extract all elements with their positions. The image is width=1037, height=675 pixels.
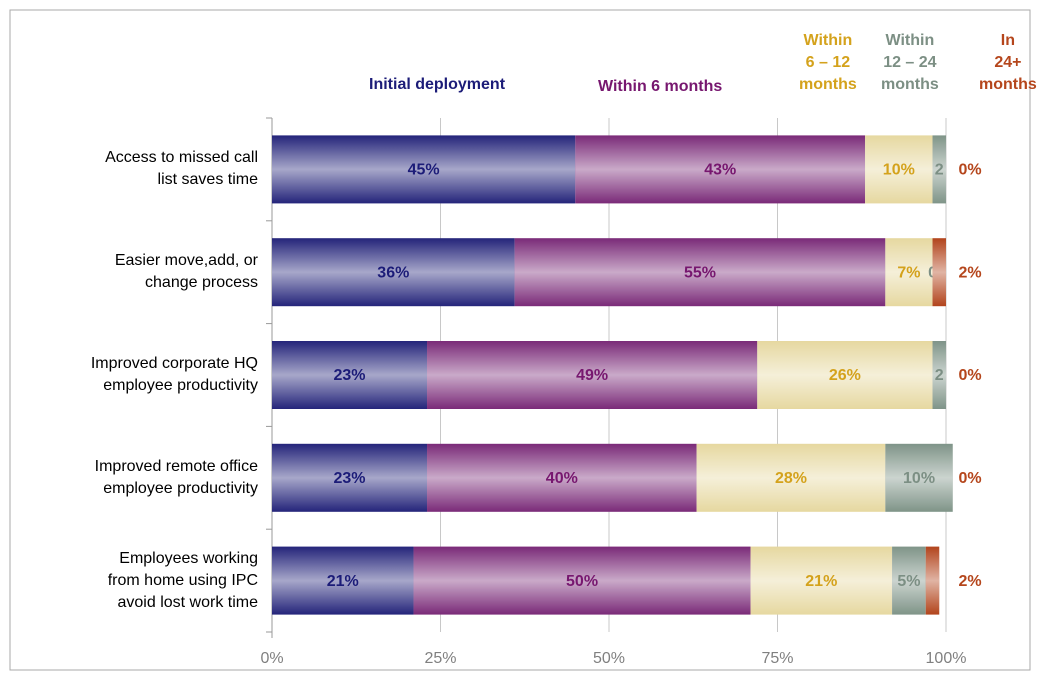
data-label: 36%: [377, 264, 409, 281]
bar-shine: [925, 546, 940, 615]
legend-entry: Initial deployment: [369, 76, 506, 93]
bar-shine: [272, 135, 576, 204]
data-label: 21%: [805, 573, 837, 590]
x-tick-label: 100%: [926, 650, 967, 667]
data-label: 43%: [704, 162, 736, 179]
category-label: Improved remote office employee producti…: [94, 457, 258, 497]
data-label: 10%: [903, 470, 935, 487]
data-label: 0%: [958, 470, 981, 487]
bar-shine: [427, 443, 697, 512]
bar-shine: [575, 135, 866, 204]
data-label: 2: [935, 367, 944, 384]
data-label: 28%: [775, 470, 807, 487]
bar-shine: [272, 238, 515, 307]
bar-shine: [272, 341, 428, 409]
bar-shine: [892, 546, 926, 615]
bar-shine: [696, 443, 886, 512]
data-label: 50%: [566, 573, 598, 590]
data-label: 7%: [897, 264, 920, 281]
data-label: 2: [935, 162, 944, 179]
bar-shine: [865, 135, 933, 204]
data-label: 2%: [958, 264, 981, 281]
category-label: Improved corporate HQ employee productiv…: [90, 355, 258, 394]
data-label: 40%: [546, 470, 578, 487]
category-label: Employees working from home using IPC av…: [107, 549, 258, 611]
bar-shine: [427, 341, 758, 409]
bar-shine: [514, 238, 886, 307]
bar-shine: [757, 341, 933, 409]
bar-shine: [932, 341, 946, 409]
data-label: 0%: [958, 367, 981, 384]
data-label: 23%: [333, 470, 365, 487]
data-label: 2%: [958, 573, 981, 590]
data-label: 10%: [883, 162, 915, 179]
bar-shine: [932, 135, 946, 204]
data-label: 0%: [958, 162, 981, 179]
bar-shine: [885, 238, 933, 307]
data-label: 21%: [327, 573, 359, 590]
x-tick-label: 0%: [260, 650, 283, 667]
category-label: Access to missed call list saves time: [105, 149, 258, 189]
legend-entry: Within 12 – 24 months: [881, 32, 939, 93]
data-label: 49%: [576, 367, 608, 384]
x-tick-label: 25%: [424, 650, 456, 667]
data-label: 45%: [408, 162, 440, 179]
legend-entry: Within 6 – 12 months: [799, 32, 857, 93]
bar-shine: [750, 546, 893, 615]
bar-shine: [272, 443, 428, 512]
bar-shine: [413, 546, 751, 615]
bar-shine: [272, 546, 414, 615]
data-label: 26%: [829, 367, 861, 384]
bar-shine: [932, 238, 946, 307]
category-label: Easier move,add, or change process: [114, 252, 258, 292]
data-label: 5%: [897, 573, 920, 590]
bar-shine: [885, 443, 953, 512]
data-label: 23%: [333, 367, 365, 384]
x-tick-label: 75%: [761, 650, 793, 667]
x-tick-label: 50%: [593, 650, 625, 667]
data-label: 55%: [684, 264, 716, 281]
frame: [9, 9, 1031, 671]
legend-entry: In 24+ months: [979, 32, 1037, 93]
legend-entry: Within 6 months: [598, 78, 723, 95]
